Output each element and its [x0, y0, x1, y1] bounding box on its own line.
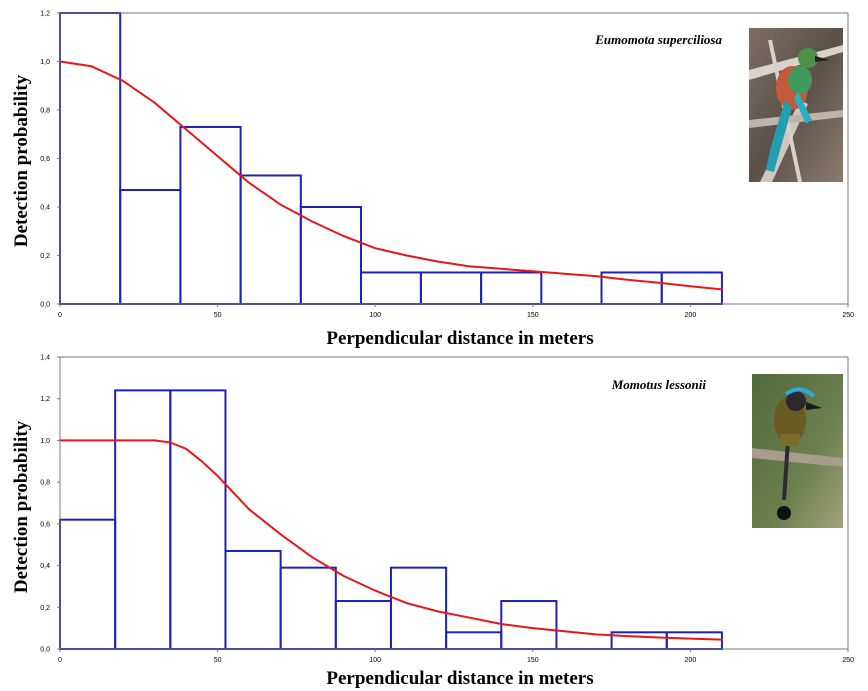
x-tick-label: 100: [369, 657, 381, 664]
detection-curve-line: [59, 439, 723, 641]
histogram-bar: [59, 518, 117, 651]
histogram-bar: [239, 174, 302, 305]
detection-curve: [59, 60, 723, 291]
y-tick-label: 0,4: [40, 563, 50, 570]
y-tick-label: 1,4: [40, 355, 50, 362]
y-tick-label: 1,0: [40, 438, 50, 445]
y-tick-labels: 0,0 0,2 0,4 0,6 0,8 1,0 1,2 1,4: [40, 355, 60, 654]
histogram-bars: [59, 389, 723, 651]
histogram-bar: [334, 600, 392, 650]
blue-diademed-motmot-photo: [752, 374, 843, 528]
x-tick-label: 150: [527, 312, 539, 319]
axes: [59, 356, 849, 650]
histogram-bars: [59, 12, 723, 306]
y-tick-label: 0,8: [40, 108, 50, 115]
histogram-bar: [445, 631, 503, 650]
histogram-bar: [389, 566, 448, 651]
species-label: Eumomota superciliosa: [594, 32, 722, 47]
y-tick-label: 0,8: [40, 480, 50, 487]
histogram-bar: [665, 631, 723, 650]
y-tick-label: 0,6: [40, 521, 50, 528]
y-tick-label: 0,2: [40, 253, 50, 260]
x-tick-label: 250: [842, 657, 854, 664]
x-tick-label: 250: [842, 312, 854, 319]
y-tick-label: 1,0: [40, 59, 50, 66]
detection-curve-line: [59, 60, 723, 291]
detection-curve: [59, 439, 723, 641]
chart-panel-momotus: 0 50 100 150 200 250 0,0 0,2 0,4 0,6 0,8 1,0 1,2 1,4…: [40, 355, 854, 665]
y-tick-labels: 0,0 0,2 0,4 0,6 0,8 1,0 1,2: [40, 11, 60, 309]
y-tick-label: 0,6: [40, 156, 50, 163]
histogram-bar: [119, 189, 182, 305]
x-axis-title: Perpendicular distance in meters: [326, 328, 593, 349]
histogram-bar: [59, 12, 122, 305]
x-tick-label: 0: [58, 657, 62, 664]
histogram-bar: [360, 271, 422, 306]
x-tick-label: 50: [214, 657, 222, 664]
axes: [59, 12, 849, 305]
x-tick-label: 150: [527, 657, 539, 664]
y-tick-label: 0,4: [40, 205, 50, 212]
histogram-bar: [114, 389, 172, 650]
x-tick-label: 50: [214, 312, 222, 319]
x-tick-label: 200: [685, 312, 697, 319]
y-axis-title: Detection probability: [11, 420, 32, 593]
x-tick-labels: 0 50 100 150 200 250: [58, 304, 854, 319]
histogram-bar: [419, 271, 483, 306]
histogram-bar: [299, 206, 363, 305]
x-axis-title: Perpendicular distance in meters: [326, 668, 593, 689]
y-tick-label: 0,0: [40, 647, 50, 654]
histogram-bar: [169, 389, 227, 650]
species-label: Momotus lessonii: [611, 377, 707, 392]
chart-panel-eumomota: 0 50 100 150 200 250 0,0 0,2 0,4 0,6 0,8 1,0 1,2 Eu…: [40, 11, 854, 320]
y-tick-label: 1,2: [40, 11, 50, 18]
y-tick-label: 1,2: [40, 396, 50, 403]
y-tick-label: 0,0: [40, 302, 50, 309]
histogram-bar: [279, 566, 337, 651]
turquoise-browed-motmot-photo: [749, 28, 843, 183]
histogram-bar: [179, 125, 242, 305]
y-tick-label: 0,2: [40, 605, 50, 612]
histogram-bar: [480, 271, 543, 306]
x-tick-label: 200: [685, 657, 697, 664]
histogram-bar: [224, 549, 282, 651]
x-tick-label: 100: [369, 312, 381, 319]
y-axis-title: Detection probability: [11, 74, 32, 247]
x-tick-label: 0: [58, 312, 62, 319]
x-tick-labels: 0 50 100 150 200 250: [58, 649, 854, 664]
